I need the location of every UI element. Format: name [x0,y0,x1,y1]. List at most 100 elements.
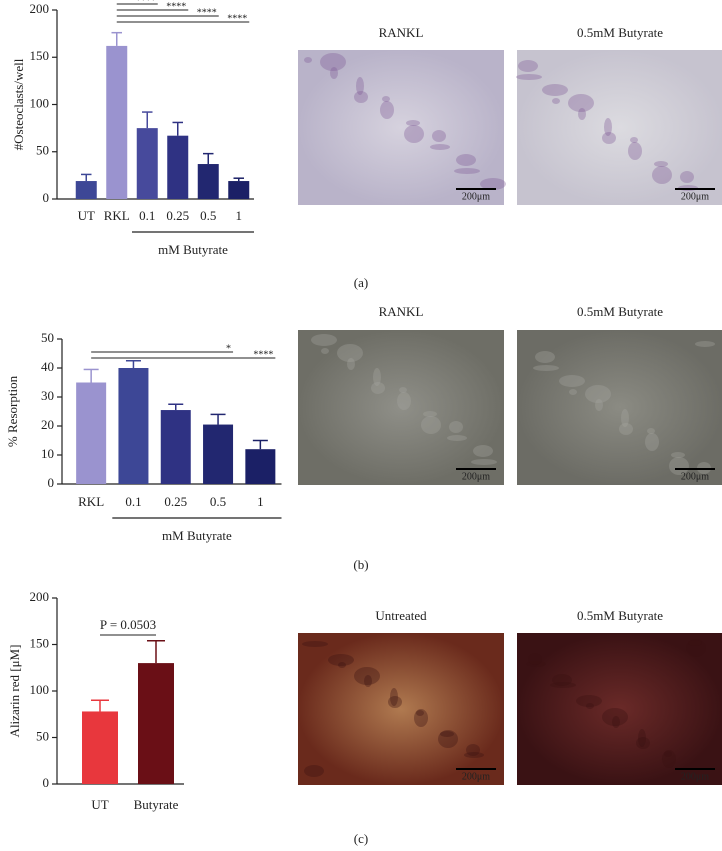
texture [585,385,611,403]
texture [636,737,650,749]
y-tick-label: 200 [30,589,50,604]
micrograph [298,633,504,785]
texture [680,171,694,183]
texture [388,696,402,708]
significance-label: * [226,343,231,354]
texture [382,96,390,102]
bar [75,181,97,199]
x-tick-label: 1 [257,494,264,509]
texture [337,344,363,362]
texture [552,674,572,686]
texture [338,662,346,668]
texture [456,154,476,166]
texture [552,98,560,104]
bar [203,424,234,484]
texture [586,703,594,709]
significance-label: **** [136,0,156,6]
image-title: 0.5mM Butyrate [577,304,663,319]
texture [354,667,380,685]
texture [630,137,638,143]
texture [535,351,555,363]
texture [533,365,559,371]
y-axis-label: #Osteoclasts/well [11,58,26,150]
texture [662,750,676,768]
y-tick-label: 0 [43,775,50,790]
texture [304,57,312,63]
panel-label: (a) [354,275,368,290]
bar [138,663,174,784]
texture [559,375,585,387]
image-title: 0.5mM Butyrate [577,25,663,40]
image-title: RANKL [379,304,424,319]
texture [621,409,629,427]
y-tick-label: 10 [41,446,54,461]
texture [466,744,480,756]
texture [518,60,538,72]
y-tick-label: 50 [41,330,54,345]
bar [118,368,149,484]
significance-label: P = 0.0503 [100,617,156,632]
texture [542,84,568,96]
texture [440,731,454,737]
texture [354,91,368,103]
y-tick-label: 40 [41,359,54,374]
scale-label: 200μm [681,471,709,482]
texture [480,178,506,190]
image-title: RANKL [379,25,424,40]
texture [604,118,612,136]
micrograph [298,50,504,205]
x-tick-label: 0.25 [166,208,189,223]
y-tick-label: 150 [30,635,50,650]
y-tick-label: 0 [43,190,50,205]
y-tick-label: 20 [41,417,54,432]
bar [82,711,118,784]
texture [471,459,497,465]
y-tick-label: 100 [30,95,50,110]
y-axis-label: Alizarin red [μM] [7,645,22,738]
texture [380,101,394,119]
scale-label: 200μm [462,191,490,202]
texture [645,433,659,451]
micrograph [517,50,722,205]
micrograph [517,330,722,485]
texture [404,125,424,143]
scale-label: 200μm [681,191,709,202]
texture [390,688,398,706]
group-label: mM Butyrate [158,242,228,257]
panel-label: (c) [354,831,368,846]
y-tick-label: 50 [36,728,49,743]
texture [423,411,437,417]
micrograph [517,633,722,785]
texture [526,661,546,667]
texture [576,695,602,707]
significance-label: **** [227,13,247,24]
texture [688,640,702,646]
texture [397,392,411,410]
texture [550,682,576,688]
texture [321,348,329,354]
x-tick-label: 0.1 [125,494,141,509]
group-label: mM Butyrate [162,528,232,543]
texture [399,387,407,393]
texture [304,765,324,777]
x-tick-label: RKL [78,494,104,509]
micrograph [298,330,504,485]
texture [464,752,484,758]
bar [228,181,250,199]
bar [245,449,276,484]
texture [438,730,458,748]
texture [595,399,603,411]
scale-label: 200μm [462,471,490,482]
texture [686,639,706,657]
x-tick-label: UT [91,797,108,812]
x-tick-label: 0.25 [164,494,187,509]
texture [664,751,672,757]
texture [612,716,620,728]
image-title: 0.5mM Butyrate [577,608,663,623]
texture [568,94,594,112]
bar [106,45,128,199]
texture [569,389,577,395]
texture [373,368,381,386]
texture [647,428,655,434]
x-tick-label: Butyrate [134,797,179,812]
